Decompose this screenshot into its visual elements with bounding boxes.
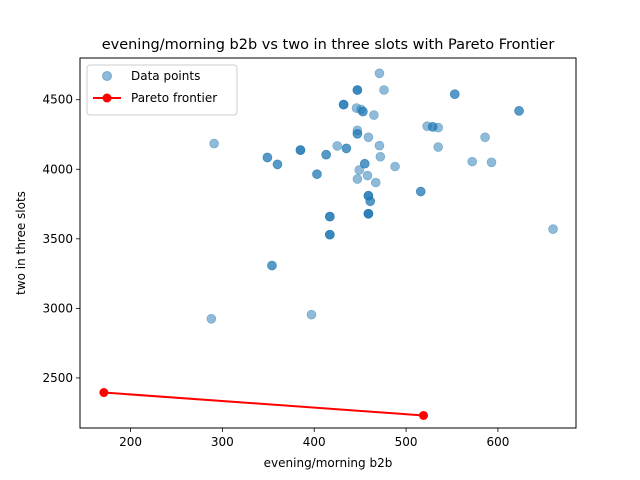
data-point bbox=[375, 151, 386, 162]
data-point bbox=[321, 149, 331, 160]
data-point bbox=[306, 309, 317, 320]
y-axis-label: two in three slots bbox=[14, 191, 28, 295]
data-point bbox=[415, 186, 426, 197]
plot-area bbox=[79, 57, 577, 429]
data-point bbox=[374, 68, 385, 79]
y-tick-label: 3000 bbox=[42, 301, 73, 315]
data-point bbox=[262, 152, 273, 163]
axes-frame bbox=[79, 57, 577, 429]
legend: Data points Pareto frontier bbox=[86, 64, 238, 116]
pareto-frontier-line bbox=[103, 391, 424, 417]
pareto-frontier-series bbox=[99, 388, 429, 420]
data-point bbox=[341, 143, 352, 154]
y-tick-label: 4500 bbox=[42, 93, 73, 107]
chart-title: evening/morning b2b vs two in three slot… bbox=[102, 37, 555, 53]
x-axis-label: evening/morning b2b bbox=[264, 456, 393, 470]
y-tick-label: 4000 bbox=[42, 162, 73, 176]
data-point bbox=[354, 165, 365, 175]
data-point bbox=[325, 211, 335, 222]
data-point bbox=[467, 156, 478, 167]
data-point bbox=[486, 157, 497, 168]
scatter-series bbox=[206, 68, 558, 324]
data-point bbox=[379, 85, 389, 95]
data-point bbox=[480, 132, 490, 143]
pareto-point bbox=[99, 388, 109, 398]
legend-box bbox=[86, 64, 238, 116]
legend-marker-data-points bbox=[102, 71, 112, 81]
data-point bbox=[370, 177, 381, 188]
data-point bbox=[312, 169, 322, 179]
legend-label-pareto-frontier: Pareto frontier bbox=[131, 91, 217, 105]
data-point bbox=[449, 89, 460, 99]
data-point bbox=[433, 122, 444, 133]
x-tick-label: 500 bbox=[395, 435, 418, 449]
data-point bbox=[338, 99, 349, 110]
data-point bbox=[295, 145, 306, 155]
x-tick-label: 600 bbox=[486, 435, 509, 449]
y-tick-label: 3500 bbox=[42, 232, 73, 246]
data-point bbox=[332, 141, 342, 151]
data-point bbox=[363, 132, 374, 143]
data-point bbox=[352, 174, 363, 184]
data-point bbox=[358, 106, 368, 117]
data-point bbox=[365, 196, 376, 207]
axes-background bbox=[80, 58, 576, 428]
data-point bbox=[362, 170, 373, 181]
x-tick-label: 200 bbox=[119, 435, 142, 449]
x-tick-label: 300 bbox=[211, 435, 234, 449]
x-axis: 200 300 400 500 600 bbox=[119, 428, 509, 449]
data-point bbox=[433, 142, 444, 152]
data-point bbox=[209, 138, 219, 149]
data-point bbox=[369, 110, 379, 120]
data-point bbox=[359, 158, 370, 169]
data-point bbox=[206, 314, 217, 324]
x-tick-label: 400 bbox=[303, 435, 326, 449]
legend-marker-pareto-frontier bbox=[102, 93, 112, 103]
pareto-point bbox=[419, 410, 429, 420]
data-point bbox=[374, 140, 385, 151]
y-axis: 2500 3000 3500 4000 4500 bbox=[42, 93, 80, 385]
data-point bbox=[514, 106, 524, 116]
y-tick-label: 2500 bbox=[42, 371, 73, 385]
data-point bbox=[325, 229, 335, 240]
data-point bbox=[548, 224, 558, 234]
data-point bbox=[363, 208, 374, 219]
data-point bbox=[272, 159, 283, 170]
data-point bbox=[390, 161, 400, 172]
legend-label-data-points: Data points bbox=[131, 69, 200, 83]
data-point bbox=[352, 125, 363, 136]
data-point bbox=[352, 85, 363, 95]
data-point bbox=[267, 260, 277, 271]
